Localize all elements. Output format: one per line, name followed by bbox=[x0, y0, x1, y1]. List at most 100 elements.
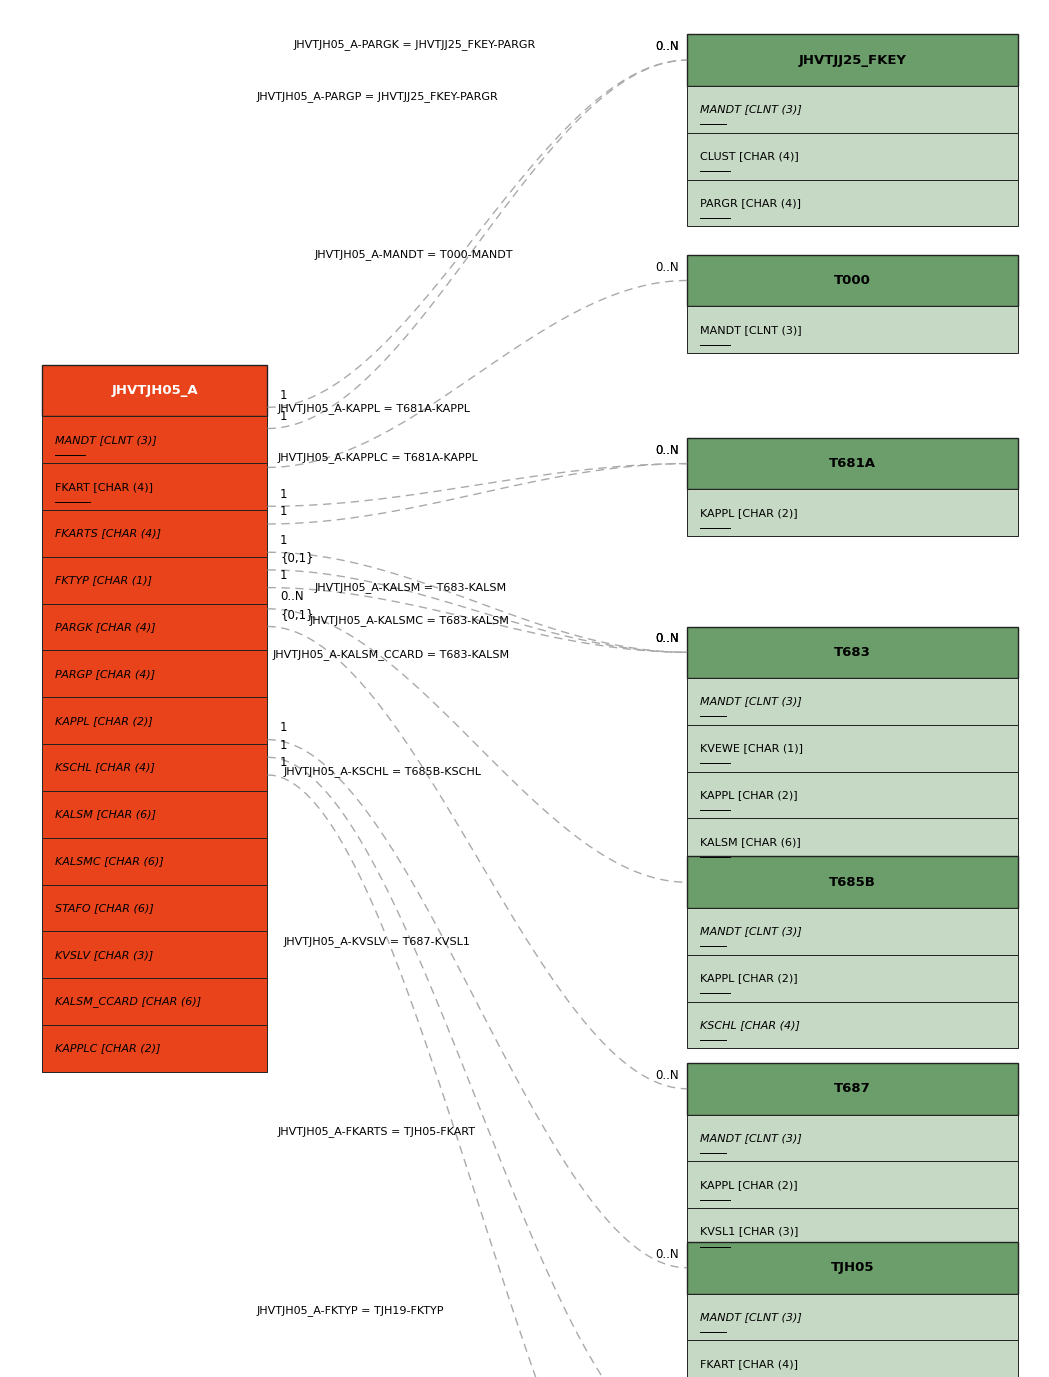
Text: JHVTJH05_A-KALSM = T683-KALSM: JHVTJH05_A-KALSM = T683-KALSM bbox=[315, 582, 507, 593]
FancyBboxPatch shape bbox=[687, 132, 1018, 179]
Text: PARGK [CHAR (4)]: PARGK [CHAR (4)] bbox=[55, 622, 155, 632]
Text: KALSM [CHAR (6)]: KALSM [CHAR (6)] bbox=[700, 837, 800, 847]
FancyBboxPatch shape bbox=[42, 744, 267, 790]
Text: FKART [CHAR (4)]: FKART [CHAR (4)] bbox=[55, 482, 152, 492]
Text: 0..N: 0..N bbox=[655, 632, 679, 646]
FancyBboxPatch shape bbox=[687, 489, 1018, 536]
Text: 0..N: 0..N bbox=[655, 443, 679, 457]
FancyBboxPatch shape bbox=[687, 1340, 1018, 1377]
FancyBboxPatch shape bbox=[687, 438, 1018, 489]
Text: KVSL1 [CHAR (3)]: KVSL1 [CHAR (3)] bbox=[700, 1227, 798, 1237]
Text: PARGR [CHAR (4)]: PARGR [CHAR (4)] bbox=[700, 198, 800, 208]
Text: STAFO [CHAR (6)]: STAFO [CHAR (6)] bbox=[55, 903, 153, 913]
FancyBboxPatch shape bbox=[687, 1114, 1018, 1161]
Text: JHVTJH05_A-KALSMC = T683-KALSM: JHVTJH05_A-KALSMC = T683-KALSM bbox=[309, 616, 510, 627]
Text: JHVTJJ25_FKEY: JHVTJJ25_FKEY bbox=[798, 54, 906, 66]
Text: JHVTJH05_A-KSCHL = T685B-KSCHL: JHVTJH05_A-KSCHL = T685B-KSCHL bbox=[283, 766, 481, 777]
FancyBboxPatch shape bbox=[687, 1293, 1018, 1340]
FancyBboxPatch shape bbox=[42, 556, 267, 603]
Text: KAPPL [CHAR (2)]: KAPPL [CHAR (2)] bbox=[700, 974, 797, 983]
FancyBboxPatch shape bbox=[687, 1242, 1018, 1293]
FancyBboxPatch shape bbox=[42, 650, 267, 697]
Text: JHVTJH05_A-KAPPLC = T681A-KAPPL: JHVTJH05_A-KAPPLC = T681A-KAPPL bbox=[278, 452, 478, 463]
Text: JHVTJH05_A-KVSLV = T687-KVSL1: JHVTJH05_A-KVSLV = T687-KVSL1 bbox=[283, 936, 470, 947]
FancyBboxPatch shape bbox=[42, 837, 267, 884]
Text: FKART [CHAR (4)]: FKART [CHAR (4)] bbox=[700, 1359, 797, 1369]
FancyBboxPatch shape bbox=[687, 954, 1018, 1001]
Text: MANDT [CLNT (3)]: MANDT [CLNT (3)] bbox=[700, 105, 801, 114]
FancyBboxPatch shape bbox=[687, 818, 1018, 865]
FancyBboxPatch shape bbox=[687, 1063, 1018, 1114]
FancyBboxPatch shape bbox=[687, 85, 1018, 132]
FancyBboxPatch shape bbox=[42, 931, 267, 978]
Text: KSCHL [CHAR (4)]: KSCHL [CHAR (4)] bbox=[700, 1020, 799, 1030]
Text: TJH05: TJH05 bbox=[831, 1261, 874, 1274]
Text: FKTYP [CHAR (1)]: FKTYP [CHAR (1)] bbox=[55, 576, 151, 585]
Text: T000: T000 bbox=[834, 274, 871, 286]
Text: JHVTJH05_A-FKARTS = TJH05-FKART: JHVTJH05_A-FKARTS = TJH05-FKART bbox=[278, 1126, 476, 1137]
Text: CLUST [CHAR (4)]: CLUST [CHAR (4)] bbox=[700, 151, 798, 161]
Text: 0..N: 0..N bbox=[655, 1248, 679, 1261]
FancyBboxPatch shape bbox=[42, 790, 267, 837]
Text: 1: 1 bbox=[280, 569, 287, 582]
Text: 1: 1 bbox=[280, 388, 287, 402]
Text: {0,1}: {0,1} bbox=[280, 551, 314, 565]
FancyBboxPatch shape bbox=[687, 1161, 1018, 1208]
Text: MANDT [CLNT (3)]: MANDT [CLNT (3)] bbox=[700, 1133, 801, 1143]
Text: JHVTJH05_A-KALSM_CCARD = T683-KALSM: JHVTJH05_A-KALSM_CCARD = T683-KALSM bbox=[273, 649, 510, 660]
Text: 0..N: 0..N bbox=[655, 632, 679, 646]
Text: 1: 1 bbox=[280, 487, 287, 501]
FancyBboxPatch shape bbox=[687, 34, 1018, 85]
Text: {0,1}: {0,1} bbox=[280, 609, 314, 621]
Text: KALSM_CCARD [CHAR (6)]: KALSM_CCARD [CHAR (6)] bbox=[55, 996, 200, 1007]
FancyBboxPatch shape bbox=[42, 509, 267, 556]
Text: 0..N: 0..N bbox=[280, 591, 304, 603]
Text: KVEWE [CHAR (1)]: KVEWE [CHAR (1)] bbox=[700, 744, 802, 753]
Text: JHVTJH05_A-MANDT = T000-MANDT: JHVTJH05_A-MANDT = T000-MANDT bbox=[315, 249, 513, 260]
FancyBboxPatch shape bbox=[42, 978, 267, 1024]
FancyBboxPatch shape bbox=[42, 416, 267, 463]
Text: 0..N: 0..N bbox=[655, 1069, 679, 1082]
Text: KAPPL [CHAR (2)]: KAPPL [CHAR (2)] bbox=[700, 790, 797, 800]
Text: KVSLV [CHAR (3)]: KVSLV [CHAR (3)] bbox=[55, 950, 153, 960]
Text: 1: 1 bbox=[280, 738, 287, 752]
Text: MANDT [CLNT (3)]: MANDT [CLNT (3)] bbox=[700, 927, 801, 936]
Text: MANDT [CLNT (3)]: MANDT [CLNT (3)] bbox=[700, 325, 801, 335]
FancyBboxPatch shape bbox=[687, 724, 1018, 771]
Text: KALSMC [CHAR (6)]: KALSMC [CHAR (6)] bbox=[55, 856, 164, 866]
Text: 0..N: 0..N bbox=[655, 40, 679, 54]
FancyBboxPatch shape bbox=[42, 1024, 267, 1071]
Text: 0..N: 0..N bbox=[655, 632, 679, 646]
FancyBboxPatch shape bbox=[687, 255, 1018, 306]
Text: KAPPLC [CHAR (2)]: KAPPLC [CHAR (2)] bbox=[55, 1044, 160, 1053]
Text: KAPPL [CHAR (2)]: KAPPL [CHAR (2)] bbox=[55, 716, 152, 726]
Text: KALSM [CHAR (6)]: KALSM [CHAR (6)] bbox=[55, 810, 155, 819]
Text: JHVTJH05_A-KAPPL = T681A-KAPPL: JHVTJH05_A-KAPPL = T681A-KAPPL bbox=[278, 403, 471, 414]
FancyBboxPatch shape bbox=[687, 907, 1018, 954]
Text: MANDT [CLNT (3)]: MANDT [CLNT (3)] bbox=[55, 435, 156, 445]
FancyBboxPatch shape bbox=[687, 677, 1018, 724]
Text: JHVTJH05_A-PARGK = JHVTJJ25_FKEY-PARGR: JHVTJH05_A-PARGK = JHVTJJ25_FKEY-PARGR bbox=[294, 39, 536, 50]
Text: T687: T687 bbox=[834, 1082, 871, 1095]
Text: MANDT [CLNT (3)]: MANDT [CLNT (3)] bbox=[700, 697, 801, 706]
FancyBboxPatch shape bbox=[687, 856, 1018, 907]
Text: 1: 1 bbox=[280, 722, 287, 734]
Text: JHVTJH05_A-FKTYP = TJH19-FKTYP: JHVTJH05_A-FKTYP = TJH19-FKTYP bbox=[257, 1305, 445, 1316]
Text: FKARTS [CHAR (4)]: FKARTS [CHAR (4)] bbox=[55, 529, 160, 538]
FancyBboxPatch shape bbox=[42, 697, 267, 744]
Text: MANDT [CLNT (3)]: MANDT [CLNT (3)] bbox=[700, 1312, 801, 1322]
FancyBboxPatch shape bbox=[687, 179, 1018, 226]
Text: 1: 1 bbox=[280, 410, 287, 423]
FancyBboxPatch shape bbox=[687, 1208, 1018, 1254]
FancyBboxPatch shape bbox=[42, 463, 267, 509]
Text: JHVTJH05_A-PARGP = JHVTJJ25_FKEY-PARGR: JHVTJH05_A-PARGP = JHVTJJ25_FKEY-PARGR bbox=[257, 91, 498, 102]
FancyBboxPatch shape bbox=[42, 603, 267, 650]
Text: 1: 1 bbox=[280, 505, 287, 519]
Text: 0..N: 0..N bbox=[655, 260, 679, 274]
Text: 1: 1 bbox=[280, 756, 287, 770]
FancyBboxPatch shape bbox=[42, 884, 267, 931]
Text: 0..N: 0..N bbox=[655, 40, 679, 54]
Text: T683: T683 bbox=[834, 646, 871, 658]
Text: JHVTJH05_A: JHVTJH05_A bbox=[111, 384, 198, 397]
Text: T685B: T685B bbox=[829, 876, 876, 888]
